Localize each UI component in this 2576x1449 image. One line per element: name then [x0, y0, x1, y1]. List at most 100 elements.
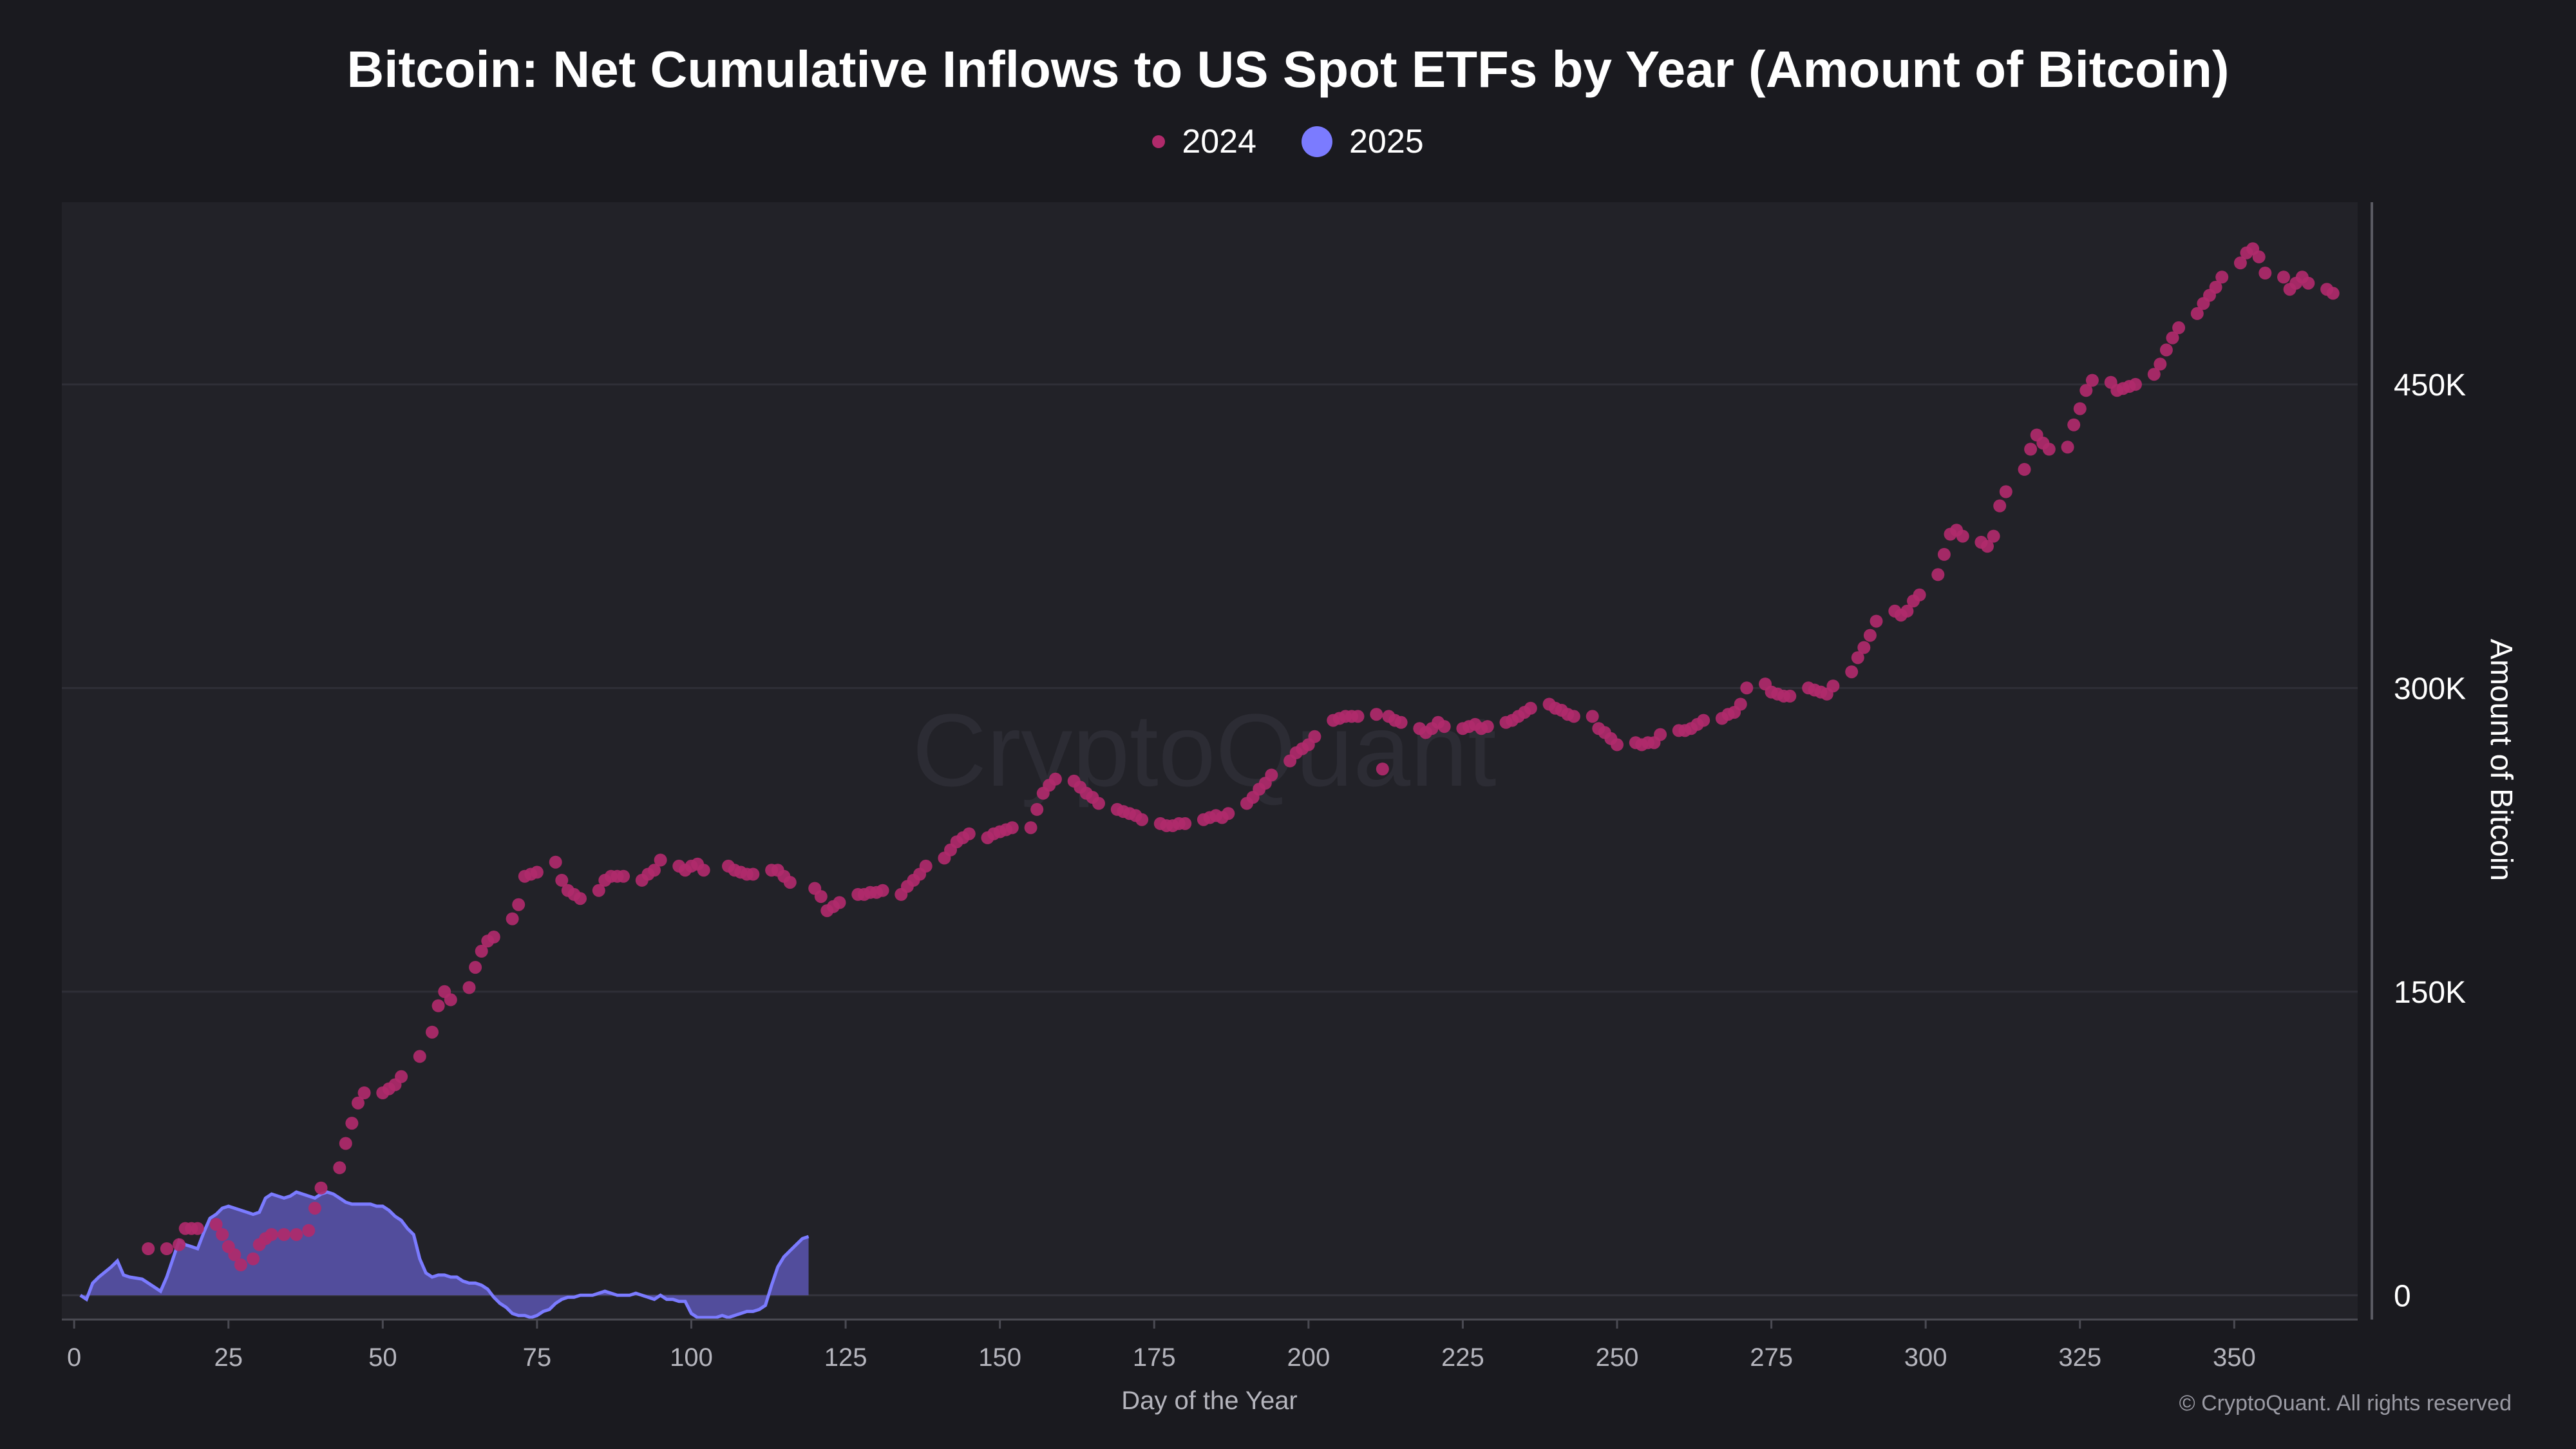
point-2024 — [2277, 270, 2290, 284]
point-2024 — [1870, 614, 1883, 628]
point-2024 — [1135, 813, 1149, 826]
legend-item-2024[interactable]: 2024 — [1152, 122, 1256, 161]
point-2024 — [2154, 357, 2167, 371]
point-2024 — [2147, 368, 2161, 381]
watermark: CryptoQuant — [912, 692, 1496, 808]
point-2024 — [2085, 374, 2099, 387]
point-2024 — [290, 1228, 303, 1241]
point-2024 — [1005, 821, 1019, 835]
point-2024 — [1586, 710, 1599, 723]
point-2024 — [1265, 768, 1278, 782]
x-tick-label: 125 — [824, 1343, 867, 1372]
point-2024 — [512, 898, 526, 911]
chart-title: Bitcoin: Net Cumulative Inflows to US Sp… — [346, 41, 2230, 98]
point-2024 — [506, 912, 519, 925]
point-2024 — [1048, 772, 1062, 786]
x-tick-label: 100 — [670, 1343, 713, 1372]
point-2024 — [617, 869, 630, 883]
y-tick-label: 150K — [2394, 976, 2466, 1010]
point-2024 — [444, 993, 457, 1007]
line-2025 — [79, 1190, 810, 1320]
point-2024 — [2326, 287, 2340, 300]
x-tick-label: 225 — [1441, 1343, 1484, 1372]
point-2024 — [209, 1218, 223, 1231]
point-2024 — [2215, 270, 2229, 284]
point-2024 — [2159, 343, 2173, 357]
point-2024 — [228, 1248, 242, 1262]
point-2024 — [2129, 377, 2142, 391]
point-2024 — [746, 867, 760, 881]
point-2024 — [2067, 418, 2081, 431]
point-2024 — [2252, 250, 2266, 263]
point-2024 — [345, 1117, 359, 1130]
series-2024 — [142, 242, 2340, 1272]
point-2024 — [1734, 697, 1747, 711]
point-2024 — [2190, 307, 2204, 320]
point-2024 — [395, 1070, 408, 1083]
point-2024 — [247, 1252, 260, 1265]
point-2024 — [462, 981, 476, 994]
point-2024 — [302, 1224, 316, 1237]
point-2024 — [2042, 442, 2056, 456]
point-2024 — [487, 931, 500, 943]
point-2024 — [876, 884, 889, 897]
point-2024 — [426, 1025, 439, 1039]
point-2024 — [333, 1161, 346, 1175]
x-tick-label: 325 — [2058, 1343, 2101, 1372]
point-2024 — [314, 1181, 328, 1195]
point-2024 — [574, 892, 587, 905]
x-axis-ticks: 0 25 50 75 100 125 150 175 200 225 250 275 300 325 350 — [67, 1320, 2256, 1372]
point-2024 — [1851, 651, 1864, 665]
point-2024 — [173, 1238, 186, 1251]
x-tick-label: 0 — [67, 1343, 81, 1372]
point-2024 — [469, 961, 482, 974]
point-2024 — [1351, 710, 1365, 723]
point-2024 — [2233, 256, 2247, 270]
point-2024 — [549, 855, 562, 869]
series-2025 — [79, 1190, 810, 1320]
point-2024 — [1981, 540, 1994, 553]
point-2024 — [2172, 321, 2186, 334]
x-axis-label: Day of the Year — [1121, 1387, 1298, 1415]
point-2024 — [1179, 817, 1192, 830]
point-2024 — [413, 1050, 426, 1063]
point-2024 — [814, 890, 828, 904]
point-2024 — [2259, 267, 2272, 279]
point-2024 — [2073, 402, 2087, 415]
point-2024 — [1222, 807, 1235, 820]
point-2024 — [191, 1222, 204, 1235]
point-2024 — [234, 1258, 247, 1272]
legend-marker-2024 — [1152, 135, 1166, 148]
point-2024 — [1567, 710, 1580, 723]
point-2024 — [1931, 568, 1945, 582]
point-2024 — [1611, 738, 1624, 752]
point-2024 — [1376, 762, 1389, 776]
point-2024 — [339, 1137, 352, 1150]
x-tick-label: 300 — [1904, 1343, 1947, 1372]
point-2024 — [216, 1228, 229, 1241]
point-2024 — [2024, 442, 2038, 456]
x-tick-label: 150 — [978, 1343, 1021, 1372]
plot-area — [62, 202, 2358, 1320]
point-2024 — [1394, 715, 1408, 729]
point-2024 — [2209, 281, 2222, 294]
point-2024 — [1937, 547, 1951, 561]
point-2024 — [1900, 604, 1914, 618]
point-2024 — [1987, 529, 2000, 543]
x-tick-label: 350 — [2213, 1343, 2256, 1372]
point-2024 — [648, 864, 661, 877]
point-2024 — [1370, 708, 1383, 721]
point-2024 — [697, 864, 710, 877]
point-2024 — [475, 945, 488, 958]
legend-marker-2025 — [1302, 126, 1332, 157]
point-2024 — [962, 827, 976, 840]
point-2024 — [278, 1228, 290, 1241]
point-2024 — [592, 884, 605, 897]
point-2024 — [833, 896, 846, 909]
point-2024 — [2166, 331, 2179, 345]
point-2024 — [1863, 629, 1877, 642]
legend-item-2025[interactable]: 2025 — [1302, 122, 1424, 161]
point-2024 — [1092, 797, 1105, 810]
point-2024 — [1024, 821, 1037, 835]
point-2024 — [1740, 681, 1754, 695]
